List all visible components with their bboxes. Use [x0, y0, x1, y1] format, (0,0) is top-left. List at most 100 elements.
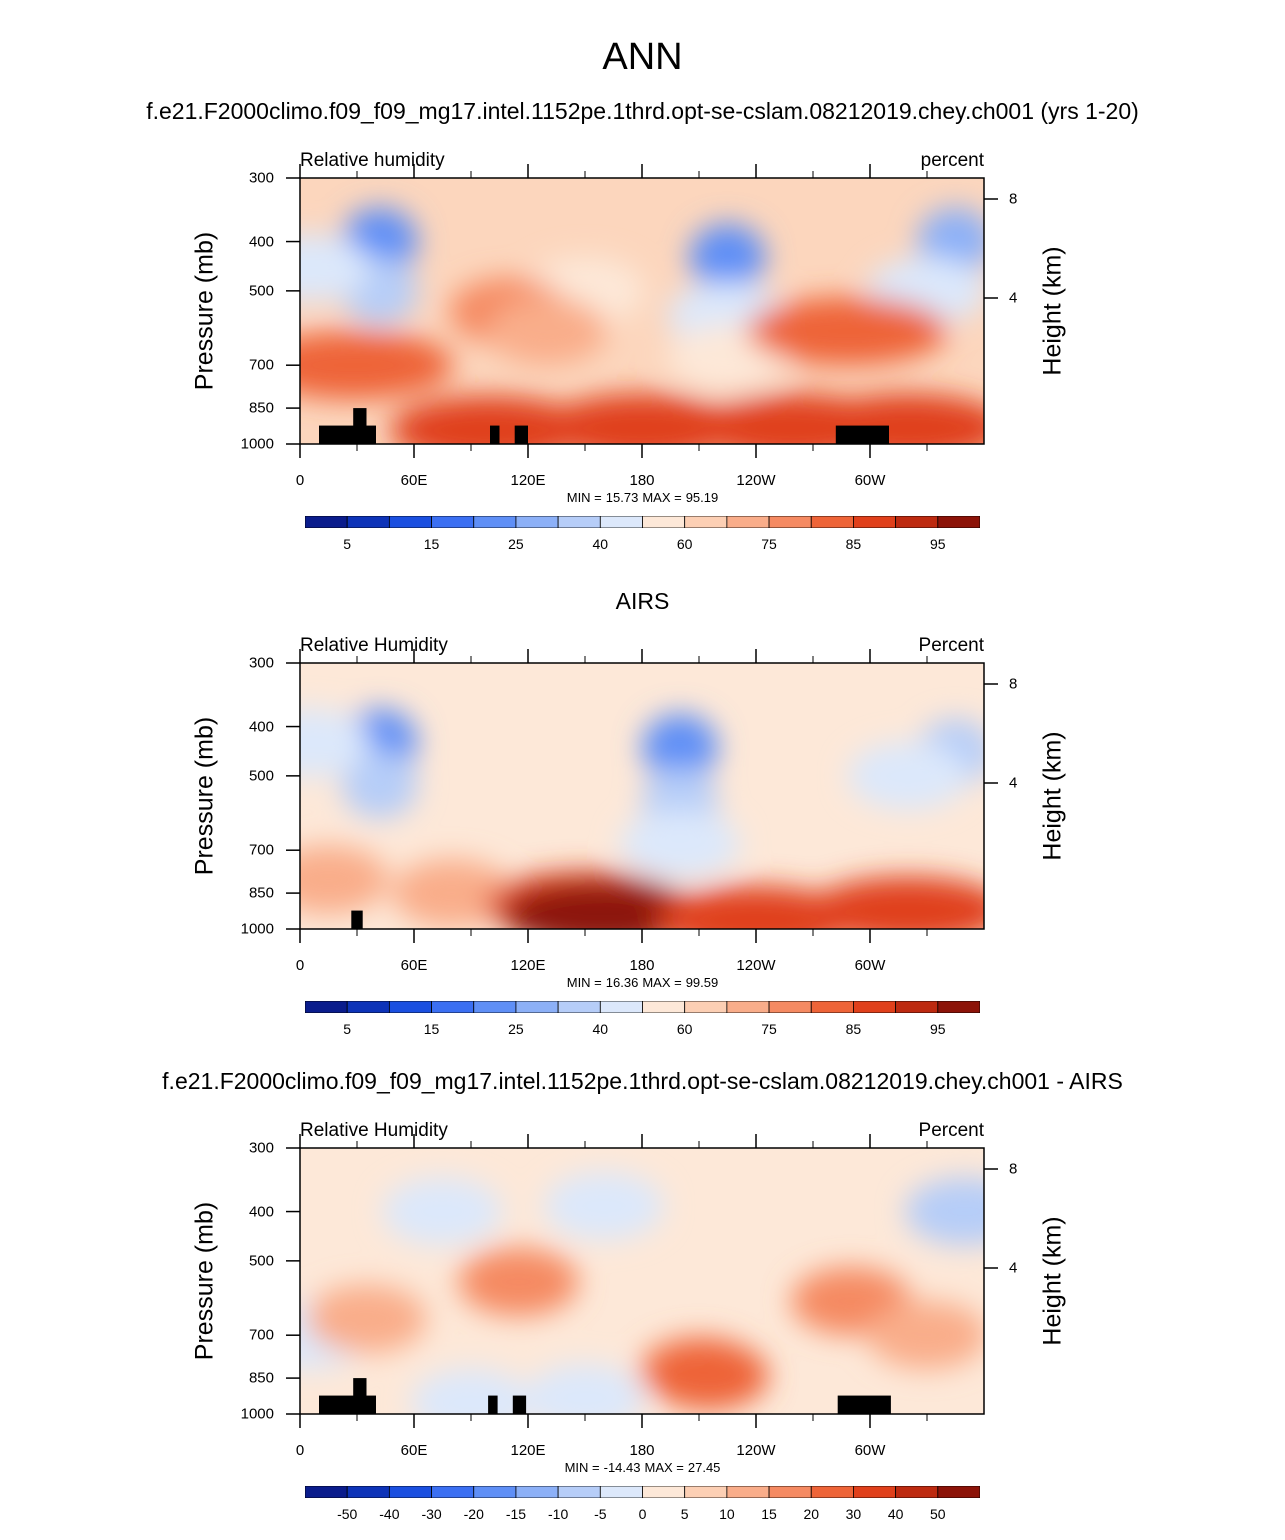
colorbar-label: 40: [592, 1021, 609, 1037]
contour-region: [642, 713, 718, 782]
colorbar-label: -15: [505, 1506, 527, 1522]
colorbar-label: 75: [761, 1021, 777, 1037]
colorbar-swatch: [388, 516, 432, 528]
colorbar-swatch: [388, 1001, 432, 1013]
colorbar-label: 5: [680, 1506, 689, 1522]
max-label: MAX =: [644, 1460, 684, 1475]
colorbar-swatch: [895, 1001, 939, 1013]
colorbar-swatch: [768, 1001, 812, 1013]
contour-region: [392, 859, 512, 928]
colorbar-swatch: [473, 1486, 517, 1498]
colorbar-swatch: [726, 1486, 770, 1498]
topography-mask: [512, 1395, 527, 1414]
y-tick-label: 500: [248, 282, 274, 300]
colorbar-label: 85: [845, 1021, 862, 1037]
y-tick-label: 300: [248, 1139, 274, 1157]
x-tick-label: 120W: [736, 1442, 776, 1459]
colorbar-swatch: [684, 1486, 728, 1498]
contour-region: [808, 876, 984, 929]
colorbar-swatch: [937, 1001, 980, 1013]
colorbar-label: -40: [379, 1506, 400, 1522]
contour-region: [390, 396, 590, 444]
contour-region: [487, 297, 607, 366]
y-tick-label: 1000: [240, 920, 274, 938]
min-max-label: MIN = -14.43 MAX = 27.45: [0, 1460, 1285, 1475]
colorbar-swatch: [388, 1486, 432, 1498]
colorbar-label: 85: [845, 536, 862, 552]
colorbar-swatch: [937, 516, 980, 528]
x-tick-label: 180: [629, 472, 655, 489]
colorbar-label: -10: [548, 1506, 569, 1522]
y-tick-label: 700: [248, 1326, 274, 1344]
colorbar-label: 25: [508, 536, 524, 552]
colorbar: [305, 1001, 980, 1013]
colorbar-swatch: [810, 1001, 854, 1013]
colorbar-swatch: [726, 1001, 770, 1013]
y-tick-label: 700: [248, 841, 274, 859]
colorbar-swatch: [642, 1486, 686, 1498]
contour-region: [300, 708, 370, 777]
contour-region: [341, 750, 418, 819]
colorbar-swatch: [768, 516, 812, 528]
colorbar-label: -20: [463, 1506, 484, 1522]
colorbar-swatch: [853, 516, 897, 528]
colorbar-swatch: [431, 1486, 475, 1498]
y-tick-label: 400: [248, 233, 274, 251]
min-value: 16.36: [605, 975, 639, 990]
contour-region: [848, 741, 968, 810]
colorbar-swatch: [599, 516, 643, 528]
min-max-label: MIN = 16.36 MAX = 99.59: [0, 975, 1285, 990]
min-label: MIN =: [564, 1460, 600, 1475]
colorbar-label: 95: [930, 536, 946, 552]
right-tick-label: 8: [1009, 190, 1018, 208]
y-tick-label: 700: [248, 356, 274, 374]
colorbar-swatch: [515, 1001, 559, 1013]
units-label: Percent: [918, 1120, 984, 1141]
contour-region: [656, 885, 856, 929]
colorbar-swatch: [726, 516, 770, 528]
field-name-label: Relative humidity: [300, 150, 445, 171]
colorbar-swatch: [431, 1001, 475, 1013]
right-tick-label: 8: [1009, 1160, 1018, 1178]
contour-region: [411, 1368, 531, 1414]
colorbar-swatch: [684, 516, 728, 528]
y-axis-title: Pressure (mb): [190, 231, 219, 391]
y-tick-label: 850: [248, 1369, 274, 1387]
x-tick-label: 120W: [736, 957, 776, 974]
colorbar-swatch: [642, 1001, 686, 1013]
colorbar-swatch: [853, 1486, 897, 1498]
colorbar-label: 50: [930, 1506, 946, 1522]
chart-panel: Relative Humidity Percent Pressure (mb) Hei…: [0, 635, 1285, 1055]
contour-region: [542, 393, 742, 444]
colorbar-label: 60: [676, 1021, 693, 1037]
min-label: MIN =: [566, 490, 602, 505]
min-value: 15.73: [605, 490, 639, 505]
contour-region: [504, 881, 704, 929]
chart-panel: Relative humidity percent Pressure (mb) Hei…: [0, 150, 1285, 570]
colorbar-label: 5: [343, 536, 352, 552]
contour-region: [867, 1301, 984, 1370]
x-tick-label: 60W: [854, 1442, 886, 1459]
colorbar-swatch: [853, 1001, 897, 1013]
colorbar-svg: [305, 516, 980, 528]
topography-mask: [319, 425, 376, 444]
contour-region: [306, 1284, 427, 1353]
colorbar-label: 30: [845, 1506, 862, 1522]
colorbar-swatch: [305, 1486, 348, 1498]
min-label: MIN =: [566, 975, 602, 990]
colorbar-label: -50: [337, 1506, 358, 1522]
right-tick-label: 4: [1009, 1259, 1018, 1277]
y-tick-label: 400: [248, 718, 274, 736]
colorbar-label: -30: [421, 1506, 442, 1522]
right-axis-title: Height (km): [1038, 731, 1067, 861]
colorbar-swatch: [557, 1486, 601, 1498]
y-tick-label: 1000: [240, 1405, 274, 1423]
y-tick-label: 300: [248, 169, 274, 187]
colorbar-swatch: [473, 1001, 517, 1013]
x-tick-label: 0: [295, 957, 305, 974]
right-axis-title: Height (km): [1038, 246, 1067, 376]
x-tick-label: 180: [629, 957, 655, 974]
colorbar-label: 95: [930, 1021, 946, 1037]
right-tick-label: 8: [1009, 675, 1018, 693]
max-value: 27.45: [687, 1460, 721, 1475]
